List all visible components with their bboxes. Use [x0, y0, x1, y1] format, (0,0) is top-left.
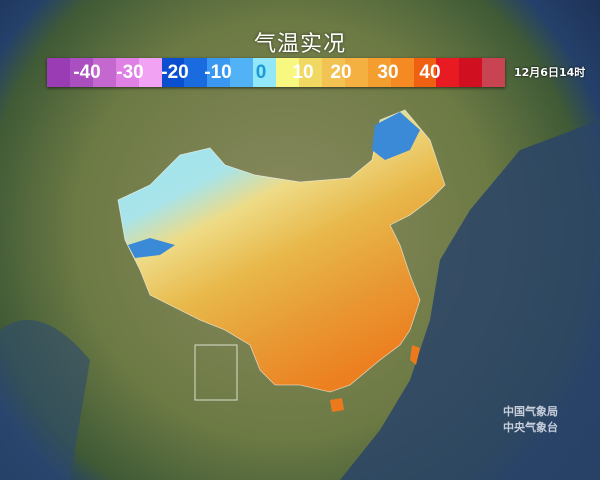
legend-swatch: [436, 58, 460, 87]
legend-label: -20: [161, 62, 189, 83]
legend-label: 20: [330, 62, 352, 83]
legend-label: 30: [377, 62, 399, 83]
south-china-sea-inset: [194, 344, 238, 401]
legend-swatch: [47, 58, 70, 87]
legend-swatch: [230, 58, 254, 87]
legend-swatch: [390, 58, 414, 87]
legend-swatch: [115, 58, 139, 87]
legend-swatch: [69, 58, 93, 87]
legend-swatch: [298, 58, 322, 87]
legend-swatch: [138, 58, 162, 87]
legend-swatch: [184, 58, 208, 87]
legend-swatch: [92, 58, 116, 87]
cold-zone-northeast: [372, 112, 420, 160]
agency-watermark: 中国气象局 中央气象台: [503, 404, 558, 436]
legend-swatch: [367, 58, 391, 87]
legend-label: 0: [255, 62, 267, 83]
map-title: 气温实况: [253, 32, 346, 57]
ocean: [340, 120, 600, 480]
china-temperature-region: [117, 109, 446, 393]
legend-swatch: [413, 58, 437, 87]
legend-label: 10: [292, 62, 314, 83]
watermark-line2: 中央气象台: [503, 421, 558, 434]
legend-swatch: [459, 58, 483, 87]
legend-label: -30: [116, 62, 144, 83]
timestamp: 12月6日14时: [514, 66, 586, 79]
cold-zone-plateau: [128, 238, 175, 258]
legend-swatch: [321, 58, 345, 87]
legend-swatch: [482, 58, 506, 87]
legend-swatch: [253, 58, 277, 87]
legend-label: -10: [204, 62, 232, 83]
legend-label: 40: [419, 62, 441, 83]
legend-swatch: [344, 58, 368, 87]
legend-swatch: [276, 58, 299, 87]
taiwan: [410, 345, 420, 365]
ocean-west: [0, 320, 90, 480]
legend-swatch: [207, 58, 231, 87]
hainan: [330, 398, 344, 412]
temperature-legend: [47, 58, 506, 87]
legend-label: -40: [73, 62, 101, 83]
watermark-line1: 中国气象局: [503, 405, 558, 418]
legend-swatch: [161, 58, 185, 87]
